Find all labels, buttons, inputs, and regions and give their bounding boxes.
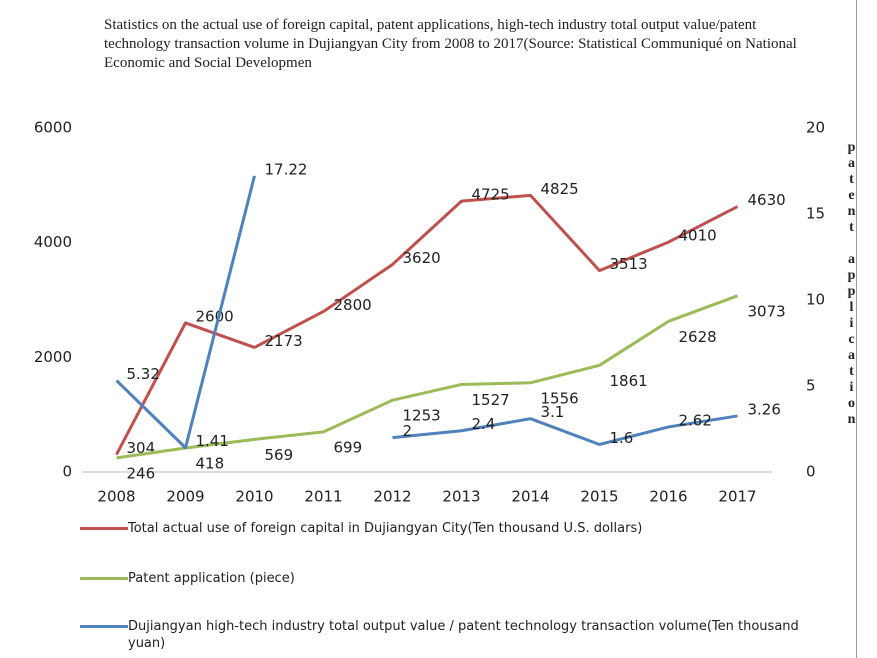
legend-swatch (80, 527, 128, 530)
x-tick-label: 2017 (718, 488, 756, 506)
y-tick-label: 0 (62, 463, 72, 481)
data-label: 3620 (403, 249, 441, 267)
legend-item: Patent application (piece) (80, 570, 840, 587)
data-label: 4725 (472, 186, 510, 204)
y2-tick-label: 15 (806, 205, 825, 223)
data-label: 4630 (748, 191, 786, 209)
data-label: 2173 (265, 332, 303, 350)
x-tick-label: 2011 (304, 488, 342, 506)
y-tick-label: 2000 (34, 348, 72, 366)
legend-label: Total actual use of foreign capital in D… (128, 521, 643, 536)
data-label: 5.32 (127, 365, 160, 383)
x-tick-label: 2015 (580, 488, 618, 506)
y2-tick-label: 20 (806, 119, 825, 137)
y-tick-label: 4000 (34, 233, 72, 251)
data-label: 1556 (541, 389, 579, 407)
data-label: 699 (334, 438, 363, 456)
x-tick-label: 2012 (373, 488, 411, 506)
data-label: 3.1 (541, 403, 565, 421)
data-label: 4825 (541, 180, 579, 198)
y2-tick-label: 5 (806, 377, 816, 395)
y-tick-label: 6000 (34, 119, 72, 137)
data-label: 2.4 (472, 415, 496, 433)
legend-label: Patent application (piece) (128, 571, 295, 586)
x-tick-label: 2010 (235, 488, 273, 506)
data-label: 3513 (610, 255, 648, 273)
legend-swatch (80, 625, 128, 628)
data-label: 246 (127, 464, 156, 482)
frame-edge (856, 0, 857, 658)
data-label: 2.62 (679, 411, 712, 429)
data-label: 3.26 (748, 400, 781, 418)
legend-swatch (80, 577, 128, 580)
data-label: 2 (403, 422, 413, 440)
data-label: 2800 (334, 296, 372, 314)
data-label: 569 (265, 446, 294, 464)
x-tick-label: 2013 (442, 488, 480, 506)
data-label: 4010 (679, 227, 717, 245)
data-label: 17.22 (265, 160, 308, 178)
series-line (116, 294, 739, 460)
series-line (115, 193, 739, 456)
data-label: 1.6 (610, 429, 634, 447)
data-label: 1861 (610, 372, 648, 390)
y2-tick-label: 0 (806, 463, 816, 481)
y2-axis-label: patent application (844, 140, 859, 428)
data-label: 2600 (196, 307, 234, 325)
data-label: 1.41 (196, 432, 229, 450)
x-tick-label: 2009 (166, 488, 204, 506)
x-tick-label: 2014 (511, 488, 549, 506)
x-tick-label: 2008 (97, 488, 135, 506)
y2-tick-label: 10 (806, 291, 825, 309)
data-label: 1527 (472, 391, 510, 409)
data-label: 2628 (679, 328, 717, 346)
legend-label: Dujiangyan high-tech industry total outp… (128, 619, 799, 651)
legend-item: Total actual use of foreign capital in D… (80, 520, 840, 537)
data-label: 3073 (748, 302, 786, 320)
legend-item: Dujiangyan high-tech industry total outp… (80, 618, 840, 652)
chart-title: Statistics on the actual use of foreign … (104, 17, 797, 71)
data-label: 418 (196, 455, 225, 473)
data-label: 1253 (403, 407, 441, 425)
x-tick-label: 2016 (649, 488, 687, 506)
series-line (115, 175, 738, 450)
